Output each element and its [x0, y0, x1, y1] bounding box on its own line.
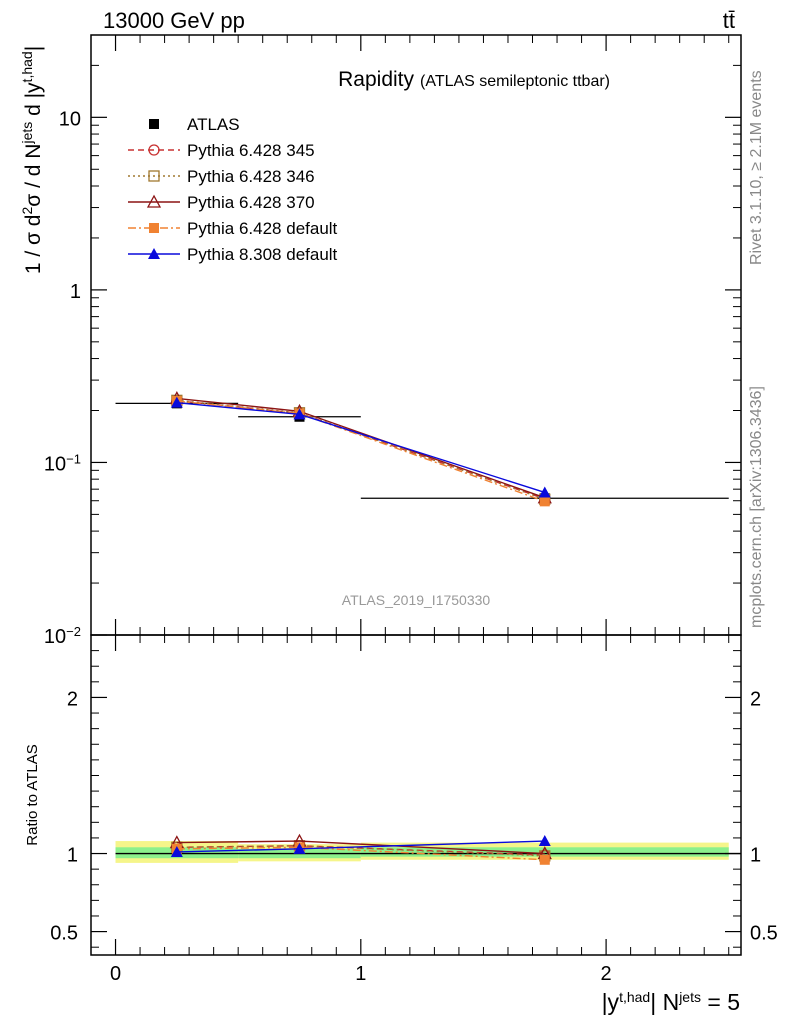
x-axis: 0 1 2 [110, 35, 730, 985]
legend-item: ATLAS [149, 115, 240, 134]
mcplots-note: mcplots.cern.ch [arXiv:1306.3436] [748, 386, 765, 628]
series-pythia-6-428-370 [169, 391, 552, 504]
series-line [176, 397, 546, 499]
legend-marker [146, 194, 162, 208]
legend-marker [148, 144, 160, 156]
data-point [293, 408, 306, 420]
legend-item: Pythia 6.428 346 [128, 167, 315, 186]
legend-label: Pythia 6.428 346 [187, 167, 315, 186]
x-tick-label: 0 [110, 963, 121, 985]
series-atlas [115, 398, 729, 504]
ratio-line [176, 845, 545, 857]
legend-marker [149, 223, 159, 233]
legend-marker [148, 170, 160, 182]
ratio-tick-label-right: 2 [750, 688, 761, 710]
data-point [538, 486, 551, 498]
ratio-y-label: Ratio to ATLAS [24, 744, 41, 845]
legend-item: Pythia 8.308 default [128, 245, 338, 264]
main-series-layer [115, 391, 729, 507]
legend-marker [148, 248, 160, 259]
legend-label: ATLAS [187, 115, 240, 134]
series-pythia-6-428-345 [171, 395, 551, 505]
legend-marker [149, 119, 159, 129]
chart-subtitle: (ATLAS semileptonic ttbar) [420, 73, 610, 90]
main-panel: Rapidity (ATLAS semileptonic ttbar) ATLA… [19, 34, 742, 649]
ratio-point [538, 835, 551, 847]
x-tick-label: 1 [355, 963, 366, 985]
x-tick-label: 2 [601, 963, 612, 985]
series-pythia-8-308-default [170, 396, 551, 498]
x-axis-label: |yt,had| Njets = 5 [602, 989, 740, 1015]
ratio-tick-label: 0.5 [50, 923, 78, 945]
legend-label: Pythia 6.428 345 [187, 141, 315, 160]
series-line [176, 400, 546, 503]
legend-label: Pythia 8.308 default [187, 245, 338, 264]
rivet-note: Rivet 3.1.10, ≥ 2.1M events [748, 70, 765, 265]
ratio-tick-label-right: 1 [750, 845, 761, 867]
main-y-axis: 10−2 10−1 1 10 [44, 34, 741, 649]
ratio-panel: 0.5 0.5 1 1 2 2 Ratio to ATLAS 0 1 2 |yt,had| N… [24, 35, 778, 1015]
legend: ATLAS Pythia 6.428 345 Pythia 6.428 346 Pyt… [128, 115, 338, 264]
series-line [176, 399, 546, 500]
legend-item: Pythia 6.428 default [128, 219, 338, 238]
ratio-band-green [360, 847, 729, 857]
ratio-tick-label-right: 0.5 [750, 923, 778, 945]
analysis-id: ATLAS_2019_I1750330 [342, 592, 491, 608]
ratio-tick-label: 2 [67, 688, 78, 710]
ratio-point [293, 842, 306, 854]
y-tick-label: 10 [59, 108, 81, 130]
legend-item: Pythia 6.428 370 [128, 193, 315, 212]
ratio-tick-label: 1 [67, 845, 78, 867]
energy-label: 13000 GeV pp [103, 8, 245, 33]
ratio-frame [90, 634, 742, 956]
ratio-y-axis: 0.5 0.5 1 1 2 2 [50, 650, 778, 948]
y-axis-label: 1 / σ d2σ / d Njets d |yt,had| [19, 46, 45, 274]
ratio-point [170, 845, 183, 857]
y-tick-label: 10−1 [44, 451, 81, 476]
y-tick-label: 1 [70, 281, 81, 303]
ratio-point [539, 854, 550, 865]
ratio-line [176, 840, 545, 855]
chart-title: Rapidity [338, 68, 414, 91]
legend-label: Pythia 6.428 default [187, 219, 338, 238]
data-point [539, 496, 550, 507]
legend-item: Pythia 6.428 345 [128, 141, 315, 160]
ratio-series-layer [169, 833, 552, 865]
data-point [170, 396, 183, 408]
series-pythia-6-428-346 [171, 394, 551, 505]
series-pythia-6-428-default [171, 396, 550, 507]
series-line [176, 399, 546, 500]
ratio-pythia-8-308-default [170, 835, 551, 857]
legend-label: Pythia 6.428 370 [187, 193, 315, 212]
y-tick-label: 10−2 [44, 624, 81, 649]
process-label: tt̄ [723, 8, 735, 33]
